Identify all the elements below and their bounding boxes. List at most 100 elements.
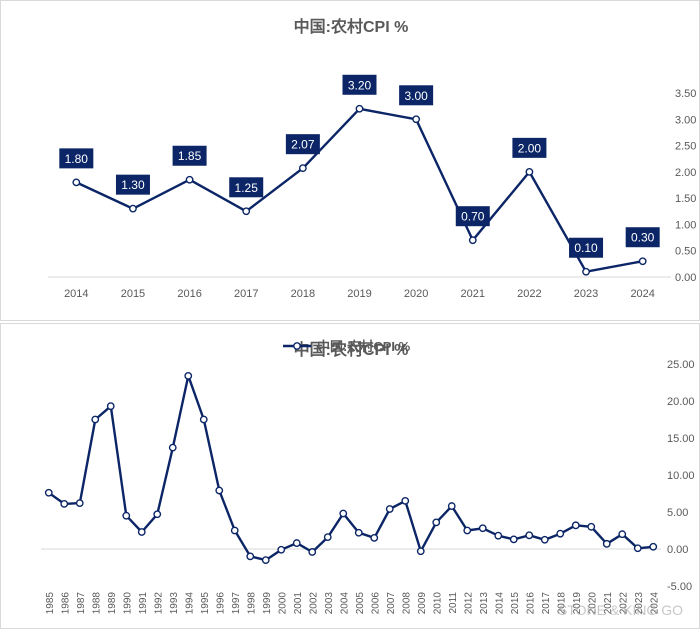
x-tick-label: 2004 <box>339 592 350 615</box>
data-label-box <box>569 237 604 258</box>
x-tick-label: 1988 <box>91 592 102 615</box>
x-tick-label: 1986 <box>60 592 71 615</box>
x-tick-label: 2020 <box>587 592 598 615</box>
x-tick-label: 2008 <box>401 592 412 615</box>
data-label-box <box>342 74 377 95</box>
x-tick-label: 2013 <box>479 592 490 615</box>
y-tick-label: 2.00 <box>675 167 696 179</box>
x-tick-label: 1985 <box>45 592 56 615</box>
x-tick-label: 2021 <box>603 592 614 615</box>
data-point <box>44 488 53 497</box>
data-point <box>638 257 647 266</box>
top-chart-panel: 中国:农村CPI % 0.00 0.50 1.00 1.50 2.00 2.50 3.00 3… <box>0 0 700 321</box>
bottom-chart-panel: 中国:农村CPI % -5.00 0.00 5.00 10.00 15.00 20.00 2… <box>0 323 700 629</box>
y-tick-label: 5.00 <box>667 507 688 519</box>
y-tick-label: 1.50 <box>675 193 696 205</box>
x-tick-label: 2011 <box>448 592 459 614</box>
data-label: 0.70 <box>461 210 485 224</box>
x-tick-label: 2015 <box>121 288 145 300</box>
top-line-chart: 0.00 0.50 1.00 1.50 2.00 2.50 3.00 3.50 2014 2015… <box>48 74 696 300</box>
y-tick-label: 0.00 <box>667 544 688 556</box>
y-tick-label: -5.00 <box>667 581 692 593</box>
x-tick-label: 2005 <box>355 592 366 615</box>
x-tick-label: 1994 <box>184 592 195 615</box>
x-tick-label: 2020 <box>404 288 428 300</box>
data-point <box>292 539 301 547</box>
data-point <box>494 531 503 540</box>
series-line <box>75 107 643 273</box>
data-point <box>308 548 317 556</box>
x-tick-label: 2016 <box>177 288 201 300</box>
watermark: STONE & KING GO <box>558 602 683 618</box>
data-point <box>385 505 394 513</box>
x-tick-label: 2022 <box>517 288 541 300</box>
x-tick-label: 2016 <box>525 592 536 615</box>
data-label-box <box>455 206 490 227</box>
data-point <box>242 207 251 216</box>
y-tick-label: 2.50 <box>675 141 696 153</box>
y-tick-label: 25.00 <box>667 359 695 371</box>
data-label: 0.30 <box>631 231 655 245</box>
x-tick-label: 2007 <box>386 592 397 615</box>
data-point <box>412 115 421 124</box>
bottom-chart-title: 中国:农村CPI % <box>293 342 409 359</box>
data-label: 2.00 <box>518 141 542 155</box>
y-tick-label: 3.50 <box>675 88 696 100</box>
data-label: 0.10 <box>574 241 598 255</box>
data-point <box>75 499 84 508</box>
data-point <box>540 535 549 544</box>
x-tick-label: 2010 <box>432 592 443 615</box>
data-point <box>323 533 332 542</box>
x-tick-label: 2015 <box>510 592 521 615</box>
x-tick-label: 2000 <box>277 592 288 615</box>
data-point <box>261 556 270 565</box>
x-tick-label: 2023 <box>634 592 645 615</box>
data-point <box>185 175 194 184</box>
x-tick-label: 2023 <box>574 288 598 300</box>
y-tick-label: 10.00 <box>667 470 695 482</box>
data-label: 2.07 <box>291 138 315 152</box>
data-point <box>168 443 177 452</box>
x-tick-label: 1989 <box>107 592 118 615</box>
data-label-box <box>512 137 547 158</box>
data-point <box>401 496 410 505</box>
x-tick-label: 2014 <box>64 288 88 300</box>
data-point <box>556 529 565 538</box>
data-point <box>649 542 658 551</box>
data-point <box>184 371 193 380</box>
data-point <box>618 530 627 539</box>
x-tick-label: 2012 <box>463 592 474 615</box>
data-label-box <box>229 177 264 198</box>
data-label: 1.30 <box>121 178 145 192</box>
y-tick-label: 15.00 <box>667 433 695 445</box>
data-label-box <box>172 145 207 166</box>
x-tick-label: 2022 <box>618 592 629 615</box>
data-point <box>199 415 208 424</box>
x-tick-label: 1995 <box>200 592 211 615</box>
x-tick-label: 2002 <box>308 592 319 615</box>
data-label: 1.25 <box>235 181 259 195</box>
x-tick-label: 1999 <box>262 592 273 615</box>
data-point <box>246 552 255 561</box>
data-label-box <box>115 174 150 195</box>
data-label: 1.85 <box>178 149 202 163</box>
data-point <box>60 499 69 508</box>
data-label-box <box>399 85 434 106</box>
data-point <box>416 547 425 556</box>
x-tick-label: 2024 <box>649 592 660 615</box>
data-point <box>129 204 137 213</box>
bottom-line-chart: -5.00 0.00 5.00 10.00 15.00 20.00 25.00 1985 198… <box>41 339 695 615</box>
x-tick-label: 2006 <box>370 592 381 615</box>
x-tick-label: 1998 <box>246 592 257 615</box>
data-point <box>215 486 224 495</box>
data-point <box>106 402 115 411</box>
legend-label: 中国:农村CPI % <box>317 339 411 354</box>
data-point <box>571 521 580 530</box>
x-tick-label: 2019 <box>572 592 583 615</box>
data-point <box>72 178 81 187</box>
data-label-box <box>285 134 320 155</box>
data-point <box>355 104 364 113</box>
data-point <box>633 544 642 553</box>
x-tick-label: 2018 <box>291 288 315 300</box>
y-tick-label: 3.00 <box>675 114 696 126</box>
